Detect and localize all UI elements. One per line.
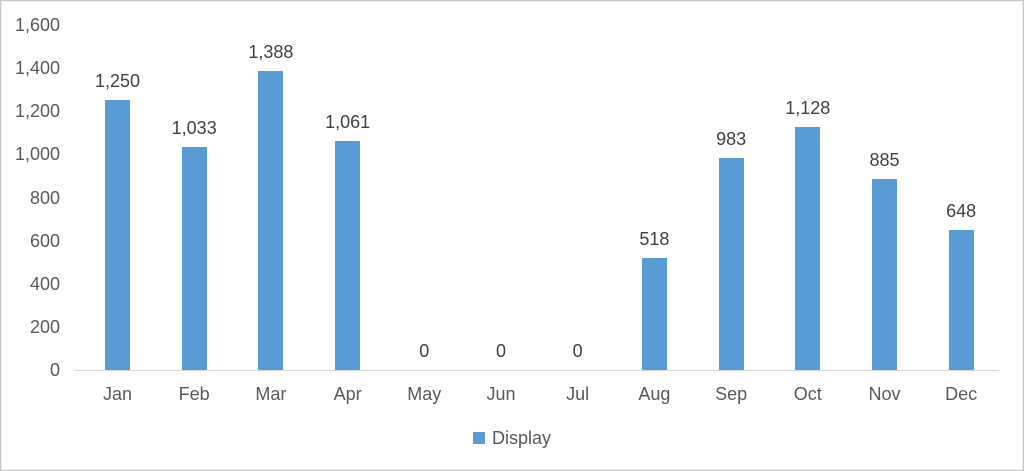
x-axis-label-aug: Aug (638, 384, 671, 404)
legend-swatch-icon (472, 432, 485, 444)
data-label-dec: 648 (946, 201, 977, 222)
y-axis-tick-label: 800 (29, 187, 60, 208)
x-axis-label-oct: Oct (793, 384, 822, 404)
bar-apr (335, 141, 361, 370)
x-axis-label-feb: Feb (178, 384, 210, 404)
x-axis-label-sep: Sep (715, 384, 748, 404)
data-label-sep: 983 (716, 129, 747, 150)
x-axis-label-may: May (407, 384, 442, 404)
bar-mar (258, 70, 284, 370)
data-label-may: 0 (419, 341, 430, 361)
x-axis-label-dec: Dec (945, 384, 978, 404)
data-label-oct: 1,128 (785, 97, 831, 118)
bar-oct (795, 126, 821, 370)
x-axis-label-nov: Nov (868, 384, 901, 404)
data-label-feb: 1,033 (171, 118, 217, 139)
y-axis-tick-label: 600 (29, 230, 60, 251)
data-label-jan: 1,250 (94, 71, 141, 92)
bar-dec (948, 230, 974, 370)
data-label-mar: 1,388 (248, 41, 294, 62)
bar-sep (718, 158, 744, 370)
y-axis-tick-label: 400 (29, 273, 60, 294)
bar-aug (641, 258, 667, 370)
data-label-apr: 1,061 (325, 112, 371, 133)
x-axis-label-jan: Jan (102, 384, 133, 404)
bar-nov (872, 179, 897, 370)
x-axis-line (75, 370, 999, 371)
legend-label: Display (491, 428, 552, 448)
y-axis-tick-label: 1,000 (14, 144, 60, 165)
x-axis-label-jul: Jul (566, 384, 590, 404)
bar-jan (105, 100, 130, 370)
data-label-aug: 518 (639, 229, 670, 250)
data-label-jun: 0 (495, 341, 506, 361)
y-axis-tick-label: 1,200 (14, 101, 60, 122)
data-label-jul: 0 (572, 341, 583, 361)
x-axis-label-mar: Mar (255, 384, 287, 404)
y-axis-tick-label: 1,400 (14, 58, 60, 79)
x-axis-label-apr: Apr (333, 384, 362, 404)
y-axis-tick-label: 200 (29, 316, 60, 337)
data-label-nov: 885 (869, 150, 900, 171)
y-axis-tick-label: 0 (49, 360, 60, 380)
x-axis-label-jun: Jun (486, 384, 516, 404)
y-axis-tick-label: 1,600 (14, 15, 60, 35)
legend: Display (1, 427, 1023, 449)
bar-feb (181, 147, 207, 370)
